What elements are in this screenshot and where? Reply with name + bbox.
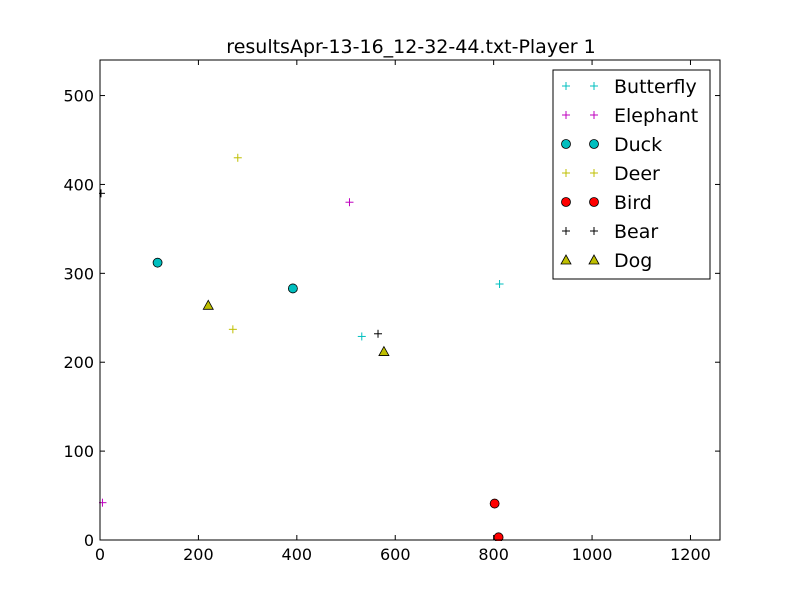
data-point-duck (287, 283, 298, 294)
legend-marker-dog (588, 254, 600, 265)
legend-label-bird: Bird (614, 192, 652, 214)
legend-label-bear: Bear (614, 221, 658, 243)
plot-frame (99, 59, 721, 541)
legend-label-deer: Deer (614, 163, 660, 185)
legend-marker-elephant (590, 111, 598, 119)
data-point-bird (489, 498, 500, 509)
x-tick-label: 200 (183, 545, 214, 564)
y-tick-label: 300 (63, 264, 94, 283)
y-tick-label: 0 (84, 531, 94, 550)
legend-marker-duck (589, 139, 599, 149)
data-point-dog (202, 299, 214, 310)
legend-marker-bird (561, 197, 571, 207)
legend-marker-deer (562, 169, 570, 177)
legend-marker-elephant (562, 111, 570, 119)
legend-marker-bear (590, 227, 598, 235)
y-tick-label: 200 (63, 353, 94, 372)
x-tick-label: 800 (478, 545, 509, 564)
legend-marker-duck (561, 139, 571, 149)
data-point-duck (152, 257, 163, 268)
legend-marker-bird (589, 197, 599, 207)
axis-ticks: 0 200 400 600 800 1000 1200 0 100 200 300 400 500 (63, 60, 720, 564)
data-point-deer (228, 325, 237, 334)
data-point-bear (374, 329, 383, 338)
y-tick-label: 500 (63, 87, 94, 106)
x-tick-label: 0 (95, 545, 105, 564)
x-tick-label: 400 (282, 545, 313, 564)
legend-label-dog: Dog (614, 250, 652, 272)
legend-marker-butterfly (590, 82, 598, 90)
y-tick-label: 100 (63, 442, 94, 461)
data-point-butterfly (495, 280, 504, 288)
data-point-bear (99, 189, 105, 198)
data-marks (99, 153, 504, 541)
legend-marker-dog (560, 254, 572, 265)
data-point-bird (493, 532, 504, 541)
x-tick-label: 600 (380, 545, 411, 564)
data-point-elephant (345, 198, 354, 207)
x-tick-label: 1000 (572, 545, 613, 564)
legend-label-elephant: Elephant (614, 105, 698, 127)
legend-marker-deer (590, 169, 598, 177)
legend-marker-butterfly (562, 82, 570, 90)
legend-marker-bear (562, 227, 570, 235)
x-tick-label: 1200 (670, 545, 711, 564)
legend-label-butterfly: Butterfly (614, 76, 697, 98)
data-point-butterfly (357, 332, 366, 341)
y-tick-label: 400 (63, 175, 94, 194)
legend-box (552, 69, 711, 280)
legend-label-duck: Duck (614, 134, 662, 156)
legend: Butterfly Elephant Duck Deer Bird Bear Dog (552, 69, 711, 280)
data-point-dog (378, 345, 390, 356)
data-point-deer (233, 153, 242, 162)
chart-title: resultsApr-13-16_12-32-44.txt-Player 1 (226, 36, 595, 58)
